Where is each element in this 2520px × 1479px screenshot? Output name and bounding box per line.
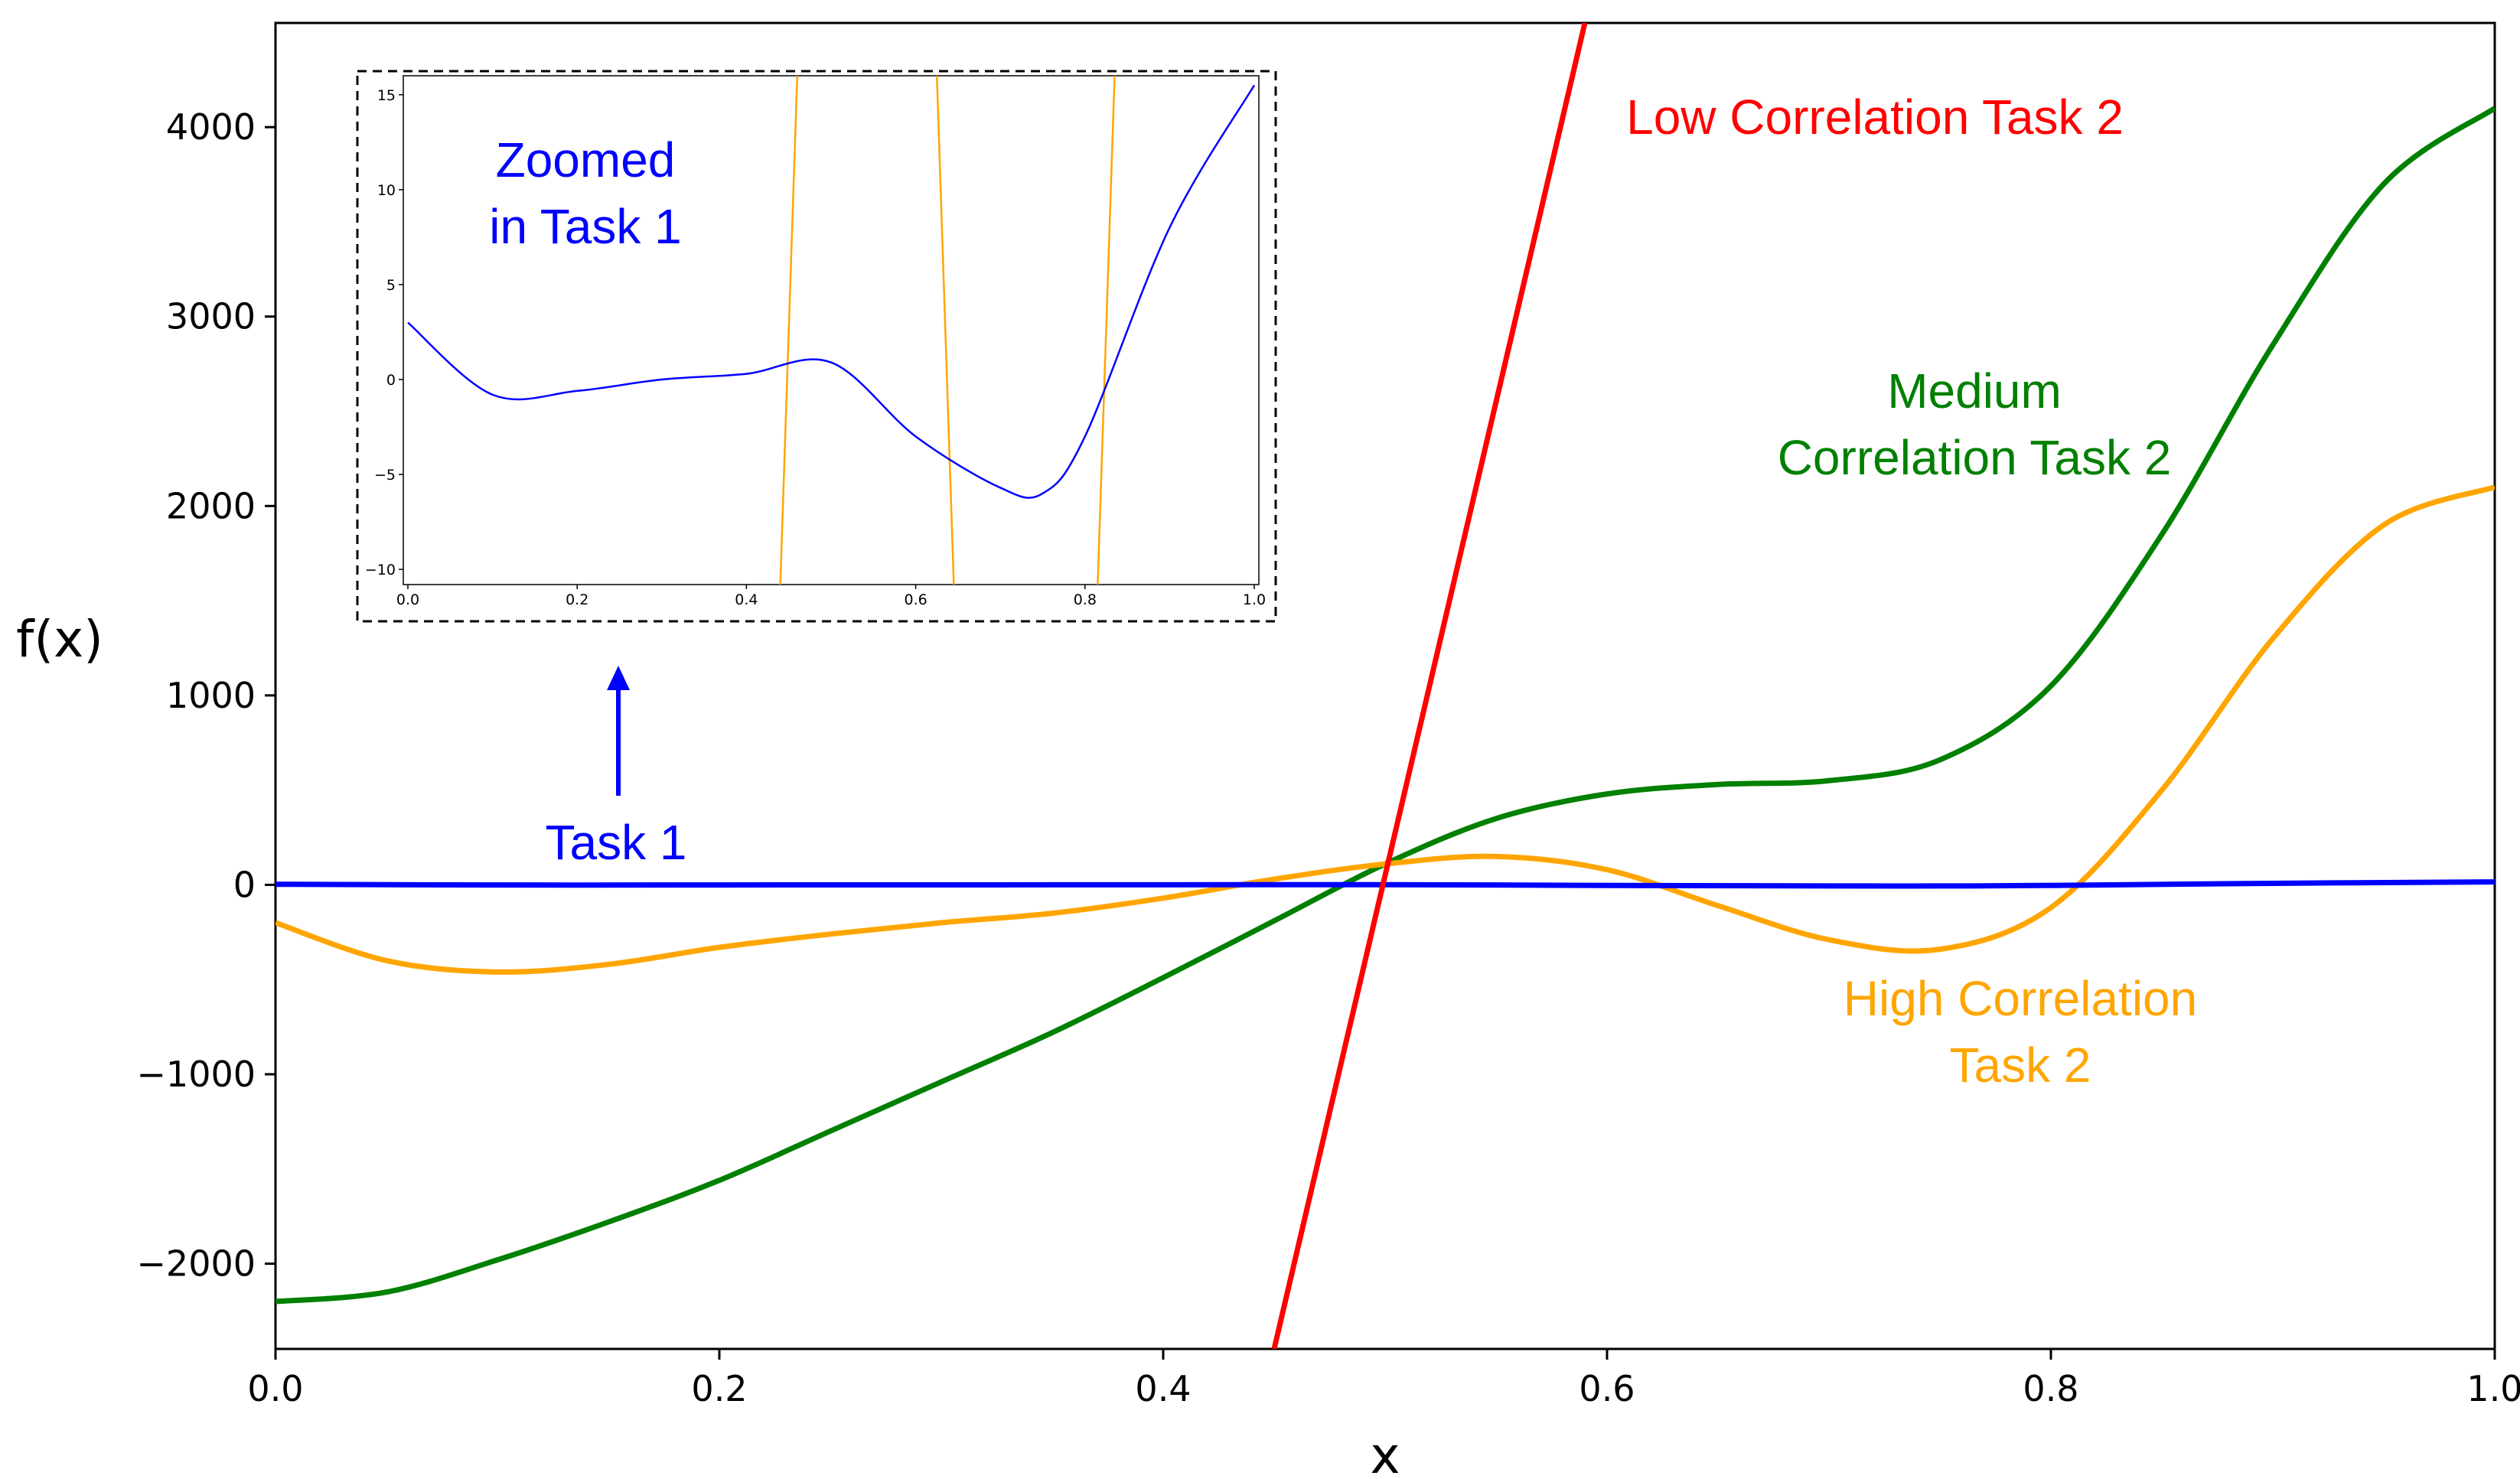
x-tick-label: 1.0 xyxy=(2466,1368,2520,1409)
inset-y-tick-label: 10 xyxy=(377,182,396,199)
zoomed-label-line2: in Task 1 xyxy=(489,199,681,254)
y-tick-label: 3000 xyxy=(166,296,256,337)
x-tick-label: 0.2 xyxy=(691,1368,747,1409)
inset-x-tick-label: 0.0 xyxy=(396,591,419,608)
series-line-low-correlation-task-2 xyxy=(1271,23,1588,1349)
series-line-task-1 xyxy=(275,879,2495,889)
task1-label: Task 1 xyxy=(546,815,687,870)
medium-correlation-label-line1: Medium xyxy=(1887,363,2062,419)
inset-y-tick-label: −5 xyxy=(374,467,396,484)
inset-x-tick-label: 0.8 xyxy=(1074,591,1097,608)
inset-lines xyxy=(407,76,1256,585)
series-line-medium-correlation-task-2 xyxy=(275,106,2495,1305)
high-correlation-label-line1: High Correlation xyxy=(1844,971,2197,1026)
x-tick-label: 0.4 xyxy=(1135,1368,1191,1409)
y-tick-label: −2000 xyxy=(136,1243,256,1285)
inset-x-tick-label: 0.4 xyxy=(735,591,758,608)
inset-y-tick-label: 5 xyxy=(386,277,396,294)
inset-high-correlation-crossing xyxy=(779,76,799,585)
inset-x-tick-label: 0.2 xyxy=(566,591,588,608)
series-lines xyxy=(275,23,2495,1349)
inset-plot-frame xyxy=(403,75,1260,585)
y-tick-label: 2000 xyxy=(166,485,256,526)
y-tick-label: 0 xyxy=(233,864,256,905)
inset-x-ticks: 0.0 0.2 0.4 0.6 0.8 1.0 xyxy=(396,585,1266,608)
high-correlation-label-line2: Task 2 xyxy=(1950,1038,2091,1093)
y-tick-label: 4000 xyxy=(166,106,256,148)
inset-x-tick-label: 1.0 xyxy=(1243,591,1266,608)
zoomed-label-line1: Zoomed xyxy=(496,132,676,187)
y-axis-ticks: −2000 −1000 0 1000 2000 3000 4000 xyxy=(136,106,275,1285)
inset-y-tick-label: 0 xyxy=(386,372,396,389)
x-tick-label: 0.8 xyxy=(2023,1368,2078,1409)
inset-y-ticks: −10 −5 0 5 10 15 xyxy=(365,87,403,578)
series-line-high-correlation-task-2 xyxy=(275,484,2495,975)
x-tick-label: 0.0 xyxy=(247,1368,303,1409)
medium-correlation-label-line2: Correlation Task 2 xyxy=(1778,430,2172,485)
inset-y-tick-label: 15 xyxy=(377,87,396,104)
inset-task1-line xyxy=(407,84,1256,499)
y-tick-label: −1000 xyxy=(136,1054,256,1095)
inset-high-correlation-crossing xyxy=(1097,76,1116,585)
x-axis-label: x xyxy=(1370,1426,1400,1479)
inset-y-tick-label: −10 xyxy=(365,562,396,578)
task1-arrow-head xyxy=(607,666,630,690)
x-axis-ticks: 0.0 0.2 0.4 0.6 0.8 1.0 xyxy=(247,1349,2520,1409)
y-axis-label: f(x) xyxy=(16,610,103,669)
inset-x-tick-label: 0.6 xyxy=(904,591,927,608)
inset-high-correlation-crossing xyxy=(936,76,955,585)
low-correlation-label: Low Correlation Task 2 xyxy=(1626,90,2124,145)
y-tick-label: 1000 xyxy=(166,675,256,716)
x-tick-label: 0.6 xyxy=(1579,1368,1635,1409)
